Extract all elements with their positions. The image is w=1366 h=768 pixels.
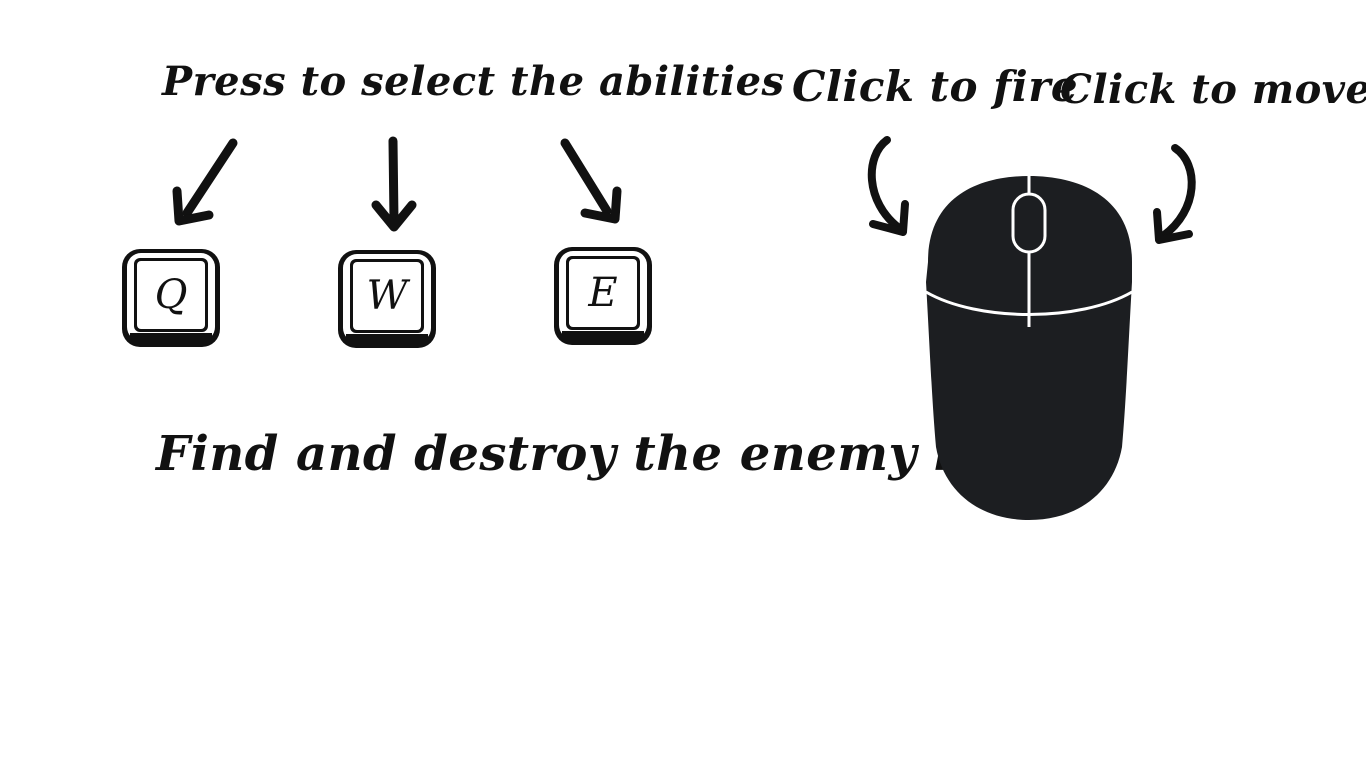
fire-instruction-text: Click to fire — [792, 62, 1079, 111]
computer-mouse-icon[interactable] — [918, 172, 1140, 524]
e-key-label: E — [588, 270, 618, 316]
arrow-to-right-click-icon — [1153, 144, 1196, 244]
abilities-instruction-text: Press to select the abilities — [162, 58, 785, 105]
keyboard-key-icon — [338, 250, 436, 348]
w-key-label: W — [366, 273, 408, 319]
keyboard-key-icon — [554, 247, 652, 345]
mouse-scroll-wheel — [1011, 192, 1047, 254]
left-mouse-button — [930, 180, 1026, 310]
arrow-to-e-icon — [560, 138, 622, 224]
q-key-label: Q — [154, 272, 188, 318]
objective-text: Find and destroy the enemy base! — [156, 426, 1080, 482]
move-instruction-text: Click to move — [1060, 66, 1366, 113]
w-key[interactable]: W — [336, 248, 438, 350]
arrow-to-left-click-icon — [867, 136, 909, 236]
keyboard-key-icon — [122, 249, 220, 347]
q-key[interactable]: Q — [120, 247, 222, 349]
arrow-to-q-icon — [172, 138, 238, 226]
right-mouse-button — [1032, 180, 1128, 310]
e-key[interactable]: E — [552, 245, 654, 347]
arrow-to-w-icon — [371, 136, 417, 232]
